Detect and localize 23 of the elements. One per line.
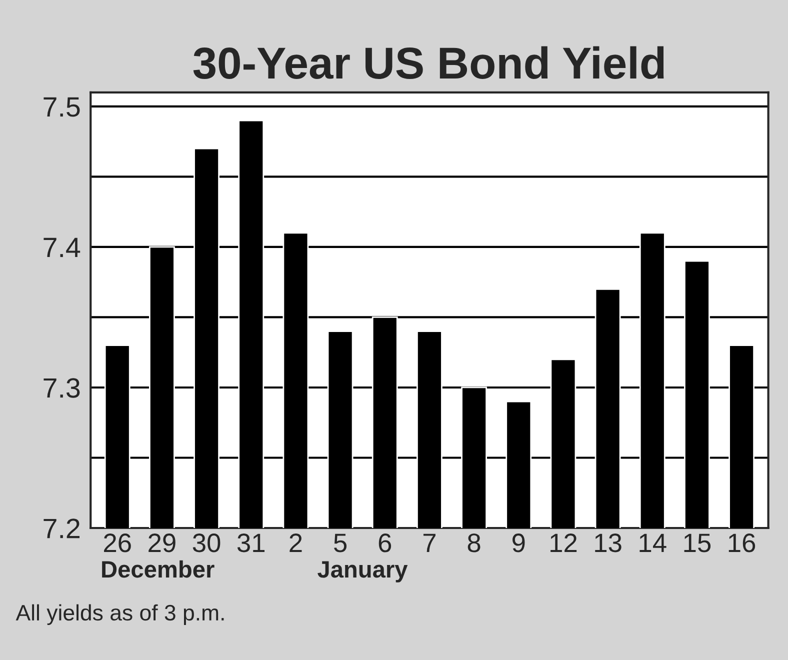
x-tick-label: 5 <box>334 534 347 552</box>
text: January <box>318 561 408 582</box>
chart-title: 30-Year US Bond Yield <box>193 46 664 80</box>
x-tick-label: 15 <box>684 534 711 552</box>
x-tick-label: 7 <box>423 534 436 552</box>
x-tick-label: 9 <box>512 534 525 552</box>
x-tick-label: 31 <box>237 534 265 552</box>
x-tick-label: 14 <box>640 534 666 552</box>
x-tick-label: 29 <box>148 534 176 552</box>
y-tick-label: 7.5 <box>44 97 80 117</box>
x-tick-label: 12 <box>550 534 577 552</box>
x-tick-label: 30 <box>192 534 220 552</box>
x-tick-label: 13 <box>595 534 622 552</box>
text: December <box>102 560 214 578</box>
text: All yields as of 3 p.m. <box>16 604 224 626</box>
x-tick-label: 8 <box>468 534 480 552</box>
x-tick-label: 26 <box>104 534 131 552</box>
x-tick-label: 2 <box>290 534 302 552</box>
y-tick-label: 7.4 <box>44 238 80 258</box>
y-tick-label: 7.3 <box>44 378 80 398</box>
x-tick-label: 6 <box>378 534 392 552</box>
y-tick-label: 7.2 <box>44 518 80 538</box>
x-tick-label: 16 <box>728 534 756 552</box>
